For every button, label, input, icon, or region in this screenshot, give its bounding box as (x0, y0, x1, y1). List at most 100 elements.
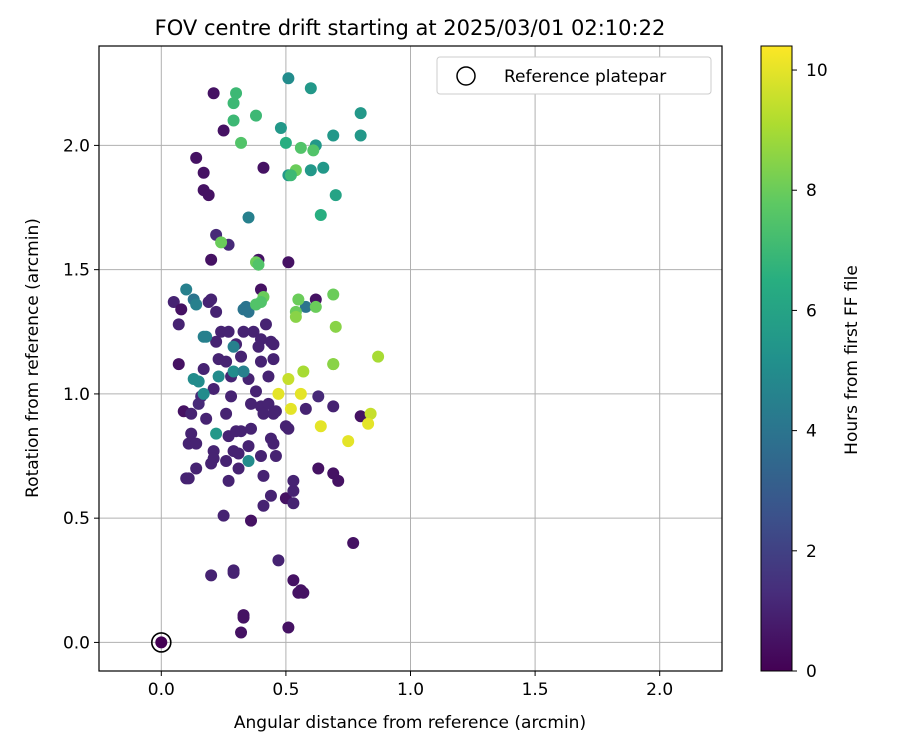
y-tick-label: 0.5 (63, 509, 90, 529)
data-point (180, 283, 193, 296)
data-point (185, 407, 198, 420)
data-point (282, 621, 295, 634)
data-point (267, 437, 280, 450)
data-point (267, 338, 280, 351)
data-point (257, 469, 270, 482)
data-point (254, 450, 267, 463)
data-point (227, 97, 240, 110)
x-axis-ticks: 0.0 0.5 1.0 1.5 2.0 (148, 671, 673, 700)
colorbar-tick-label: 8 (806, 181, 817, 201)
chart-title: FOV centre drift starting at 2025/03/01 … (155, 16, 666, 40)
data-point (232, 462, 245, 475)
data-point (287, 484, 300, 497)
data-point (190, 151, 203, 164)
data-point (235, 425, 248, 438)
data-point (182, 472, 195, 485)
data-point (292, 293, 305, 306)
colorbar-tick-label: 6 (806, 301, 817, 321)
data-point (185, 427, 198, 440)
data-point (312, 462, 325, 475)
data-point (304, 164, 317, 177)
data-point (274, 122, 287, 135)
data-point (225, 390, 238, 403)
data-point (235, 350, 248, 363)
data-point (257, 499, 270, 512)
data-point (354, 129, 367, 142)
colorbar-tick-label: 0 (806, 662, 817, 682)
reference-point-marker (155, 636, 168, 649)
data-point (299, 300, 312, 313)
data-point (254, 355, 267, 368)
data-point (202, 189, 215, 202)
data-point (372, 350, 385, 363)
data-point (262, 397, 275, 410)
data-point (309, 300, 322, 313)
data-point (282, 422, 295, 435)
x-tick-label: 0.0 (148, 680, 175, 700)
data-point (272, 554, 285, 567)
data-point (267, 353, 280, 366)
legend-marker (456, 66, 476, 86)
data-point (220, 355, 233, 368)
data-point (242, 455, 255, 468)
data-point (245, 422, 258, 435)
data-point (297, 365, 310, 378)
data-point (327, 129, 340, 142)
data-point (190, 462, 203, 475)
data-point (237, 365, 250, 378)
colorbar-tick-label: 2 (806, 542, 817, 562)
data-point (279, 136, 292, 149)
data-point (364, 407, 377, 420)
legend-label: Reference platepar (504, 67, 666, 87)
x-axis-label: Angular distance from reference (arcmin) (234, 713, 586, 733)
data-point (314, 420, 327, 433)
colorbar-gradient (760, 45, 793, 672)
data-point (237, 325, 250, 338)
data-point (329, 320, 342, 333)
data-point (227, 365, 240, 378)
data-point (317, 161, 330, 174)
colorbar-ticks: 0 2 4 6 8 10 (792, 61, 828, 682)
data-point (252, 258, 265, 271)
data-point (249, 109, 262, 122)
x-tick-label: 1.5 (522, 680, 549, 700)
data-point (222, 325, 235, 338)
data-point (227, 114, 240, 127)
data-point (227, 340, 240, 353)
data-point (342, 435, 355, 448)
colorbar: 0 2 4 6 8 10 Hours from first FF file (760, 45, 862, 682)
data-point (242, 211, 255, 224)
data-point (327, 358, 340, 371)
data-point (175, 303, 188, 316)
data-point (197, 166, 210, 179)
data-point (235, 626, 248, 639)
data-point (205, 457, 218, 470)
data-point (210, 335, 223, 348)
x-tick-label: 0.5 (272, 680, 299, 700)
data-point (264, 489, 277, 502)
data-point (304, 82, 317, 95)
data-point (354, 107, 367, 120)
data-point (197, 363, 210, 376)
data-point (212, 370, 225, 383)
data-point (254, 295, 267, 308)
data-point (347, 537, 360, 550)
data-point (197, 330, 210, 343)
data-point (287, 474, 300, 487)
x-tick-label: 2.0 (646, 680, 673, 700)
data-point (307, 144, 320, 157)
y-axis-ticks: 0.0 0.5 1.0 1.5 2.0 (63, 136, 99, 653)
x-tick-label: 1.0 (397, 680, 424, 700)
data-points (151, 72, 385, 653)
data-point (332, 474, 345, 487)
data-point (245, 514, 258, 527)
data-point (192, 375, 205, 388)
y-tick-label: 1.5 (63, 261, 90, 281)
data-point (257, 407, 270, 420)
data-point (167, 295, 180, 308)
data-point (257, 161, 270, 174)
data-point (354, 410, 367, 423)
data-point (190, 437, 203, 450)
y-axis-label: Rotation from reference (arcmin) (23, 218, 43, 498)
